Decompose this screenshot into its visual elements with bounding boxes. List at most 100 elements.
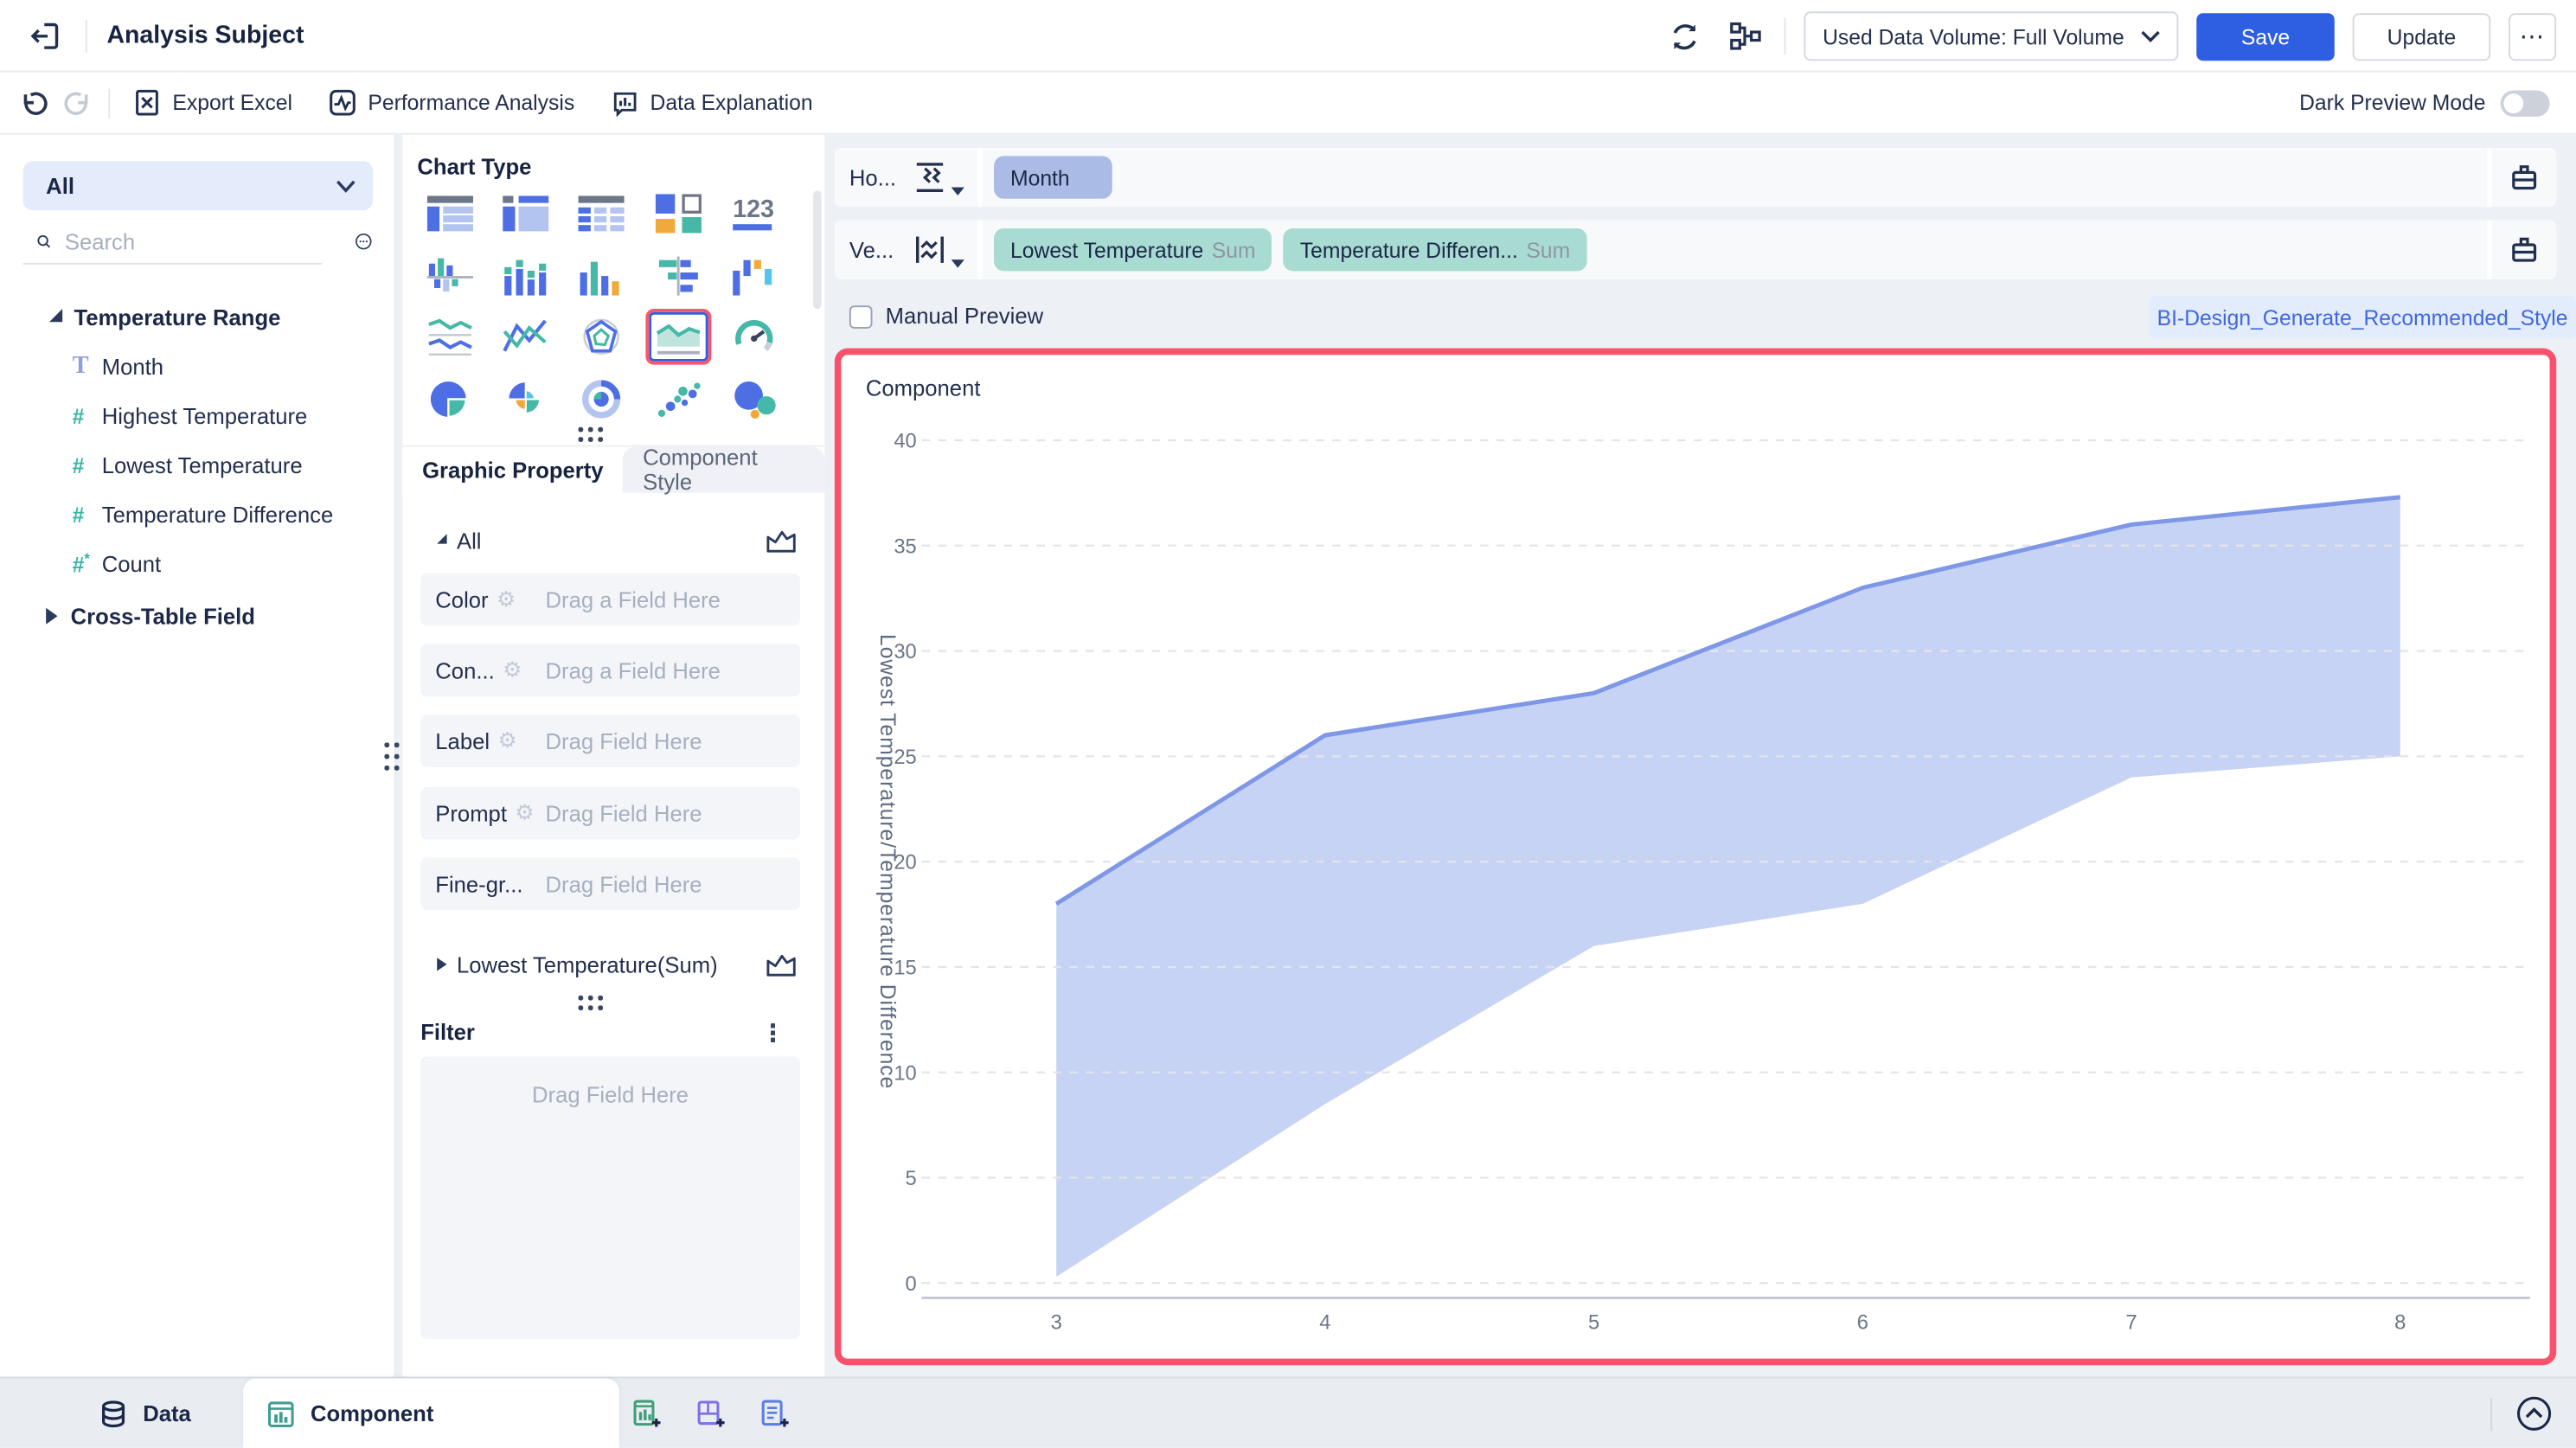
pill-aggregation: Sum bbox=[1211, 237, 1256, 262]
property-section-lowest-temperature-sum[interactable]: Lowest Temperature(Sum) bbox=[402, 946, 824, 983]
axis-style-brush-icon[interactable] bbox=[2509, 162, 2540, 193]
field-item-lowest-temperature[interactable]: # Lowest Temperature bbox=[0, 440, 396, 490]
vertical-shelf[interactable]: Ve... Lowest Temperature Sum Temperature… bbox=[834, 220, 2557, 279]
chart-type-bar-chart[interactable] bbox=[645, 248, 711, 304]
filter-dropzone[interactable]: Drag Field Here bbox=[420, 1056, 800, 1339]
svg-text:25: 25 bbox=[894, 746, 916, 769]
more-actions-button[interactable]: ⋯ bbox=[2509, 12, 2557, 61]
tab-graphic-property[interactable]: Graphic Property bbox=[402, 446, 624, 493]
pill-lowest-temperature[interactable]: Lowest Temperature Sum bbox=[994, 227, 1272, 272]
gear-icon[interactable]: ⚙ bbox=[497, 727, 517, 753]
property-drop-color[interactable]: Color ⚙ Drag a Field Here bbox=[420, 573, 800, 626]
chart-type-radar-chart[interactable] bbox=[568, 309, 634, 365]
tab-data[interactable]: Data bbox=[99, 1378, 191, 1448]
chart-type-scrollbar[interactable] bbox=[813, 190, 822, 310]
shelf-dropdown-icon[interactable] bbox=[951, 186, 964, 195]
property-drop-prompt[interactable]: Prompt ⚙ Drag Field Here bbox=[420, 786, 800, 840]
tree-group-cross-table-field[interactable]: Cross-Table Field bbox=[0, 592, 396, 641]
chart-type-grouped-table[interactable] bbox=[493, 186, 559, 242]
chart-type-gauge-chart[interactable] bbox=[721, 309, 787, 365]
search-input[interactable] bbox=[64, 228, 356, 254]
sidebar-resize-handle[interactable] bbox=[384, 742, 400, 772]
chart-type-pie-chart[interactable] bbox=[417, 371, 483, 427]
chart-type-area-chart[interactable] bbox=[645, 309, 712, 365]
dataset-selector-dropdown[interactable]: All bbox=[22, 161, 374, 211]
dark-preview-label: Dark Preview Mode bbox=[2299, 90, 2486, 115]
tree-group-temperature-range[interactable]: Temperature Range bbox=[0, 292, 396, 342]
shelf-divider bbox=[2487, 147, 2493, 208]
generate-recommended-style-button[interactable]: BI-Design_Generate_Recommended_Style bbox=[2149, 295, 2576, 339]
property-drop-fine-grained[interactable]: Fine-gr... Drag Field Here bbox=[420, 857, 800, 911]
horizontal-shelf[interactable]: Ho... Month bbox=[834, 147, 2557, 208]
field-label: Lowest Temperature bbox=[101, 452, 303, 477]
update-button[interactable]: Update bbox=[2352, 12, 2491, 61]
add-dashboard-button[interactable] bbox=[695, 1398, 726, 1429]
redo-button[interactable] bbox=[56, 81, 99, 124]
chart-type-line-chart[interactable] bbox=[493, 309, 559, 365]
property-label: Fine-gr... bbox=[435, 871, 523, 897]
performance-analysis-button[interactable]: Performance Analysis bbox=[329, 89, 574, 117]
dark-preview-toggle[interactable] bbox=[2500, 89, 2550, 116]
chart-type-indicator-card[interactable]: 123 bbox=[721, 186, 787, 242]
collapse-panel-button[interactable] bbox=[2515, 1394, 2554, 1432]
svg-text:Lowest Temperature/Temperature: Lowest Temperature/Temperature Differenc… bbox=[875, 634, 899, 1089]
area-range-chart: 0 5 10 15 20 25 30 35 40 3 4 5 6 7 8 Lowest Temperature… bbox=[875, 431, 2530, 1334]
property-section-all[interactable]: All bbox=[402, 522, 824, 559]
number-field-icon: # bbox=[72, 403, 85, 428]
manual-preview-checkbox[interactable] bbox=[849, 304, 873, 328]
tab-component-style[interactable]: Component Style bbox=[623, 445, 825, 495]
chart-type-multi-series-column[interactable] bbox=[417, 248, 483, 304]
gear-icon[interactable]: ⚙ bbox=[503, 657, 522, 682]
pill-temperature-difference[interactable]: Temperature Differen... Sum bbox=[1283, 227, 1587, 272]
data-explanation-button[interactable]: Data Explanation bbox=[611, 89, 813, 117]
refresh-icon bbox=[1673, 23, 1696, 49]
excel-icon bbox=[136, 89, 158, 116]
data-volume-dropdown[interactable]: Used Data Volume: Full Volume bbox=[1804, 11, 2179, 61]
pill-aggregation: Sum bbox=[1526, 237, 1571, 262]
svg-text:5: 5 bbox=[906, 1168, 917, 1190]
chart-type-stream-area[interactable] bbox=[417, 309, 483, 365]
field-item-temperature-difference[interactable]: # Temperature Difference bbox=[0, 490, 396, 539]
refresh-button[interactable] bbox=[1663, 15, 1706, 57]
shelf-dropdown-icon[interactable] bbox=[951, 259, 964, 267]
data-flow-button[interactable] bbox=[1724, 15, 1766, 57]
chart-type-bubble-chart[interactable] bbox=[721, 371, 787, 427]
chart-type-donut-chart[interactable] bbox=[568, 371, 634, 427]
shelf-divider bbox=[977, 147, 983, 208]
axis-style-brush-icon[interactable] bbox=[2509, 234, 2540, 266]
component-chart-card[interactable]: 0 5 10 15 20 25 30 35 40 3 4 5 6 7 8 Lowest Temperature… bbox=[834, 348, 2557, 1366]
expanded-triangle-icon bbox=[437, 534, 447, 544]
property-drop-connection[interactable]: Con... ⚙ Drag a Field Here bbox=[420, 644, 800, 697]
gear-icon[interactable]: ⚙ bbox=[497, 586, 516, 612]
chart-type-waterfall-chart[interactable] bbox=[721, 248, 787, 304]
export-excel-button[interactable]: Export Excel bbox=[133, 89, 292, 117]
panel-resize-handle[interactable] bbox=[578, 426, 603, 442]
tree-group-label: Cross-Table Field bbox=[70, 603, 255, 629]
chart-type-stacked-column[interactable] bbox=[493, 248, 559, 304]
chart-type-scatter-chart[interactable] bbox=[645, 371, 711, 427]
section-label: Lowest Temperature(Sum) bbox=[456, 951, 718, 977]
field-item-count[interactable]: #* Count bbox=[0, 539, 396, 588]
save-button[interactable]: Save bbox=[2196, 12, 2335, 61]
chart-type-detail-table[interactable] bbox=[417, 186, 483, 242]
field-item-month[interactable]: T Month bbox=[0, 342, 396, 391]
chart-type-column-chart[interactable] bbox=[568, 248, 634, 304]
undo-button[interactable] bbox=[13, 81, 55, 124]
property-drop-label[interactable]: Label ⚙ Drag Field Here bbox=[420, 714, 800, 767]
property-tabs: Graphic Property Component Style bbox=[402, 445, 825, 495]
field-item-highest-temperature[interactable]: # Highest Temperature bbox=[0, 391, 396, 440]
panel-resize-handle[interactable] bbox=[578, 995, 603, 1010]
add-component-button[interactable] bbox=[631, 1398, 662, 1429]
exit-back-button[interactable] bbox=[26, 16, 66, 55]
more-options-icon[interactable] bbox=[356, 227, 373, 256]
chart-type-rose-chart[interactable] bbox=[493, 371, 559, 427]
export-excel-label: Export Excel bbox=[172, 90, 293, 115]
add-report-button[interactable] bbox=[759, 1398, 790, 1429]
tab-component[interactable]: Component bbox=[243, 1378, 620, 1448]
undo-icon bbox=[23, 91, 48, 115]
filter-menu-icon[interactable]: ⋮ bbox=[760, 1020, 785, 1048]
chart-type-cross-table[interactable] bbox=[568, 186, 634, 242]
gear-icon[interactable]: ⚙ bbox=[515, 799, 535, 825]
chart-type-kpi-grid[interactable] bbox=[645, 186, 711, 242]
pill-month[interactable]: Month bbox=[994, 156, 1112, 199]
